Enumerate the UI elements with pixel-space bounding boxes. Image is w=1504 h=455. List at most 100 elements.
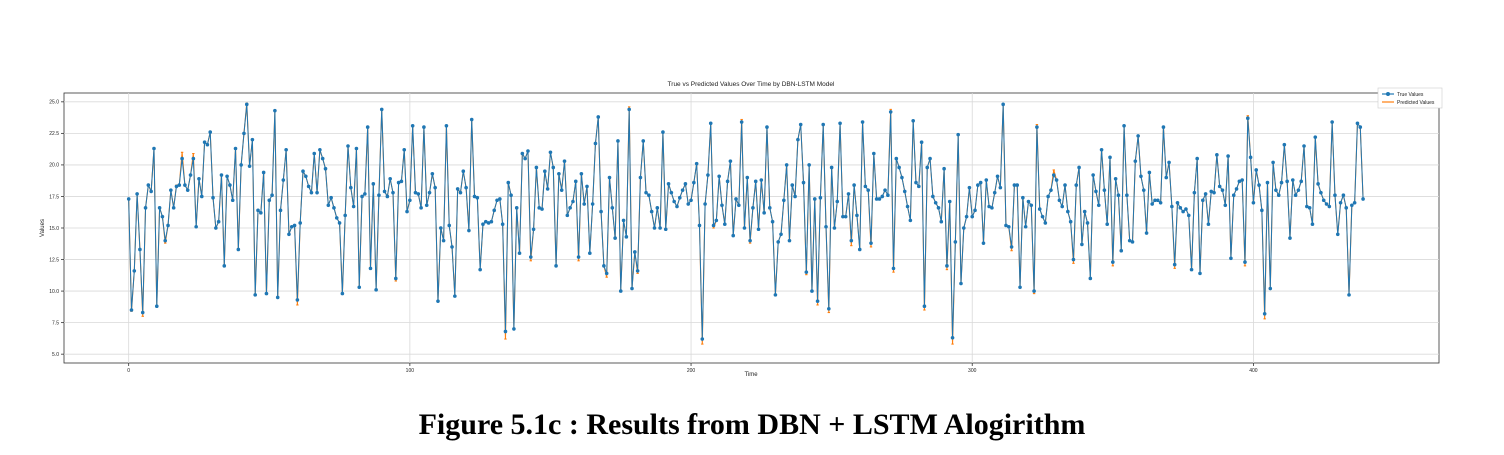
- true-value-point: [1068, 219, 1073, 224]
- y-tick-label: 15.0: [49, 226, 59, 232]
- true-value-point: [1288, 236, 1292, 240]
- true-value-point: [368, 266, 373, 271]
- true-value-point: [1077, 165, 1081, 170]
- true-value-point: [902, 189, 907, 194]
- true-value-point: [419, 206, 423, 210]
- true-value-point: [911, 118, 915, 123]
- true-value-point: [1282, 142, 1287, 147]
- true-value-point: [843, 214, 848, 219]
- true-value-point: [616, 139, 620, 143]
- true-value-point: [1156, 198, 1160, 203]
- true-value-point: [1006, 224, 1011, 229]
- true-value-point: [663, 227, 668, 232]
- true-value-point: [1049, 188, 1053, 192]
- true-value-point: [396, 180, 401, 185]
- true-value-point: [908, 218, 913, 223]
- true-value-point: [812, 197, 817, 201]
- true-value-point: [1091, 173, 1095, 177]
- true-value-point: [295, 298, 300, 302]
- true-value-point: [933, 200, 938, 205]
- true-value-point: [211, 195, 215, 200]
- true-value-point: [1358, 125, 1363, 129]
- true-value-point: [1189, 267, 1194, 272]
- true-value-point: [360, 194, 364, 199]
- true-value-point: [278, 208, 283, 213]
- true-value-point: [1352, 200, 1357, 205]
- true-value-point: [1276, 193, 1281, 197]
- true-value-point: [1057, 198, 1062, 203]
- true-value-point: [1307, 206, 1312, 210]
- true-value-point: [315, 190, 319, 195]
- true-value-point: [860, 120, 865, 124]
- true-value-point: [1237, 179, 1242, 184]
- true-value-point: [405, 209, 409, 214]
- true-value-point: [753, 179, 758, 184]
- true-value-point: [846, 192, 851, 196]
- true-value-point: [1085, 221, 1090, 225]
- true-value-point: [289, 224, 294, 229]
- true-value-point: [489, 219, 494, 224]
- true-value-point: [762, 211, 766, 215]
- true-value-point: [647, 193, 651, 197]
- true-value-point: [610, 206, 615, 210]
- true-value-point: [1164, 175, 1169, 180]
- true-value-point: [1004, 223, 1008, 228]
- true-value-point: [796, 137, 800, 142]
- true-value-point: [1144, 231, 1149, 235]
- true-value-point: [877, 197, 882, 201]
- true-value-point: [160, 214, 165, 219]
- true-value-point: [1271, 160, 1275, 165]
- true-value-point: [1279, 180, 1284, 185]
- true-value-point: [129, 308, 134, 312]
- y-tick-label: 20.0: [49, 163, 59, 169]
- true-value-point: [635, 269, 640, 273]
- true-value-point: [180, 156, 184, 161]
- true-value-point: [436, 299, 440, 303]
- true-value-point: [1122, 124, 1126, 128]
- true-value-point: [1133, 159, 1138, 163]
- true-value-point: [931, 194, 935, 199]
- true-value-point: [242, 131, 246, 136]
- true-value-point: [371, 182, 376, 186]
- true-value-point: [630, 286, 634, 291]
- true-value-point: [1023, 224, 1028, 229]
- true-value-point: [599, 209, 603, 214]
- true-value-point: [692, 180, 696, 185]
- y-tick-label: 10.0: [49, 289, 59, 295]
- true-value-point: [1240, 178, 1244, 182]
- true-value-point: [905, 204, 910, 209]
- true-value-point: [824, 224, 828, 229]
- true-value-point: [964, 214, 969, 219]
- true-value-point: [604, 271, 609, 276]
- true-value-point: [700, 337, 705, 341]
- true-value-point: [649, 209, 654, 214]
- true-value-point: [199, 194, 204, 199]
- true-value-point: [1184, 207, 1188, 211]
- true-value-point: [149, 189, 153, 194]
- true-value-point: [503, 329, 508, 334]
- true-value-point: [919, 140, 924, 145]
- true-value-point: [978, 180, 983, 185]
- true-value-point: [815, 299, 820, 303]
- true-value-point: [686, 202, 691, 206]
- true-value-point: [852, 183, 856, 187]
- true-value-point: [641, 139, 646, 143]
- true-value-point: [132, 269, 137, 273]
- true-value-point: [793, 194, 797, 199]
- true-value-point: [391, 190, 395, 195]
- true-value-point: [728, 159, 733, 163]
- true-value-point: [472, 194, 477, 199]
- true-value-point: [1341, 193, 1346, 197]
- true-value-point: [478, 267, 482, 272]
- true-value-point: [1327, 204, 1332, 209]
- true-value-point: [950, 335, 955, 340]
- true-value-point: [379, 107, 384, 112]
- true-value-point: [520, 151, 525, 156]
- true-value-point: [756, 227, 761, 232]
- true-value-point: [1032, 289, 1036, 293]
- true-value-point: [337, 221, 342, 225]
- true-value-point: [281, 178, 286, 182]
- true-value-point: [250, 137, 255, 142]
- true-value-point: [894, 156, 899, 161]
- true-value-point: [438, 226, 443, 230]
